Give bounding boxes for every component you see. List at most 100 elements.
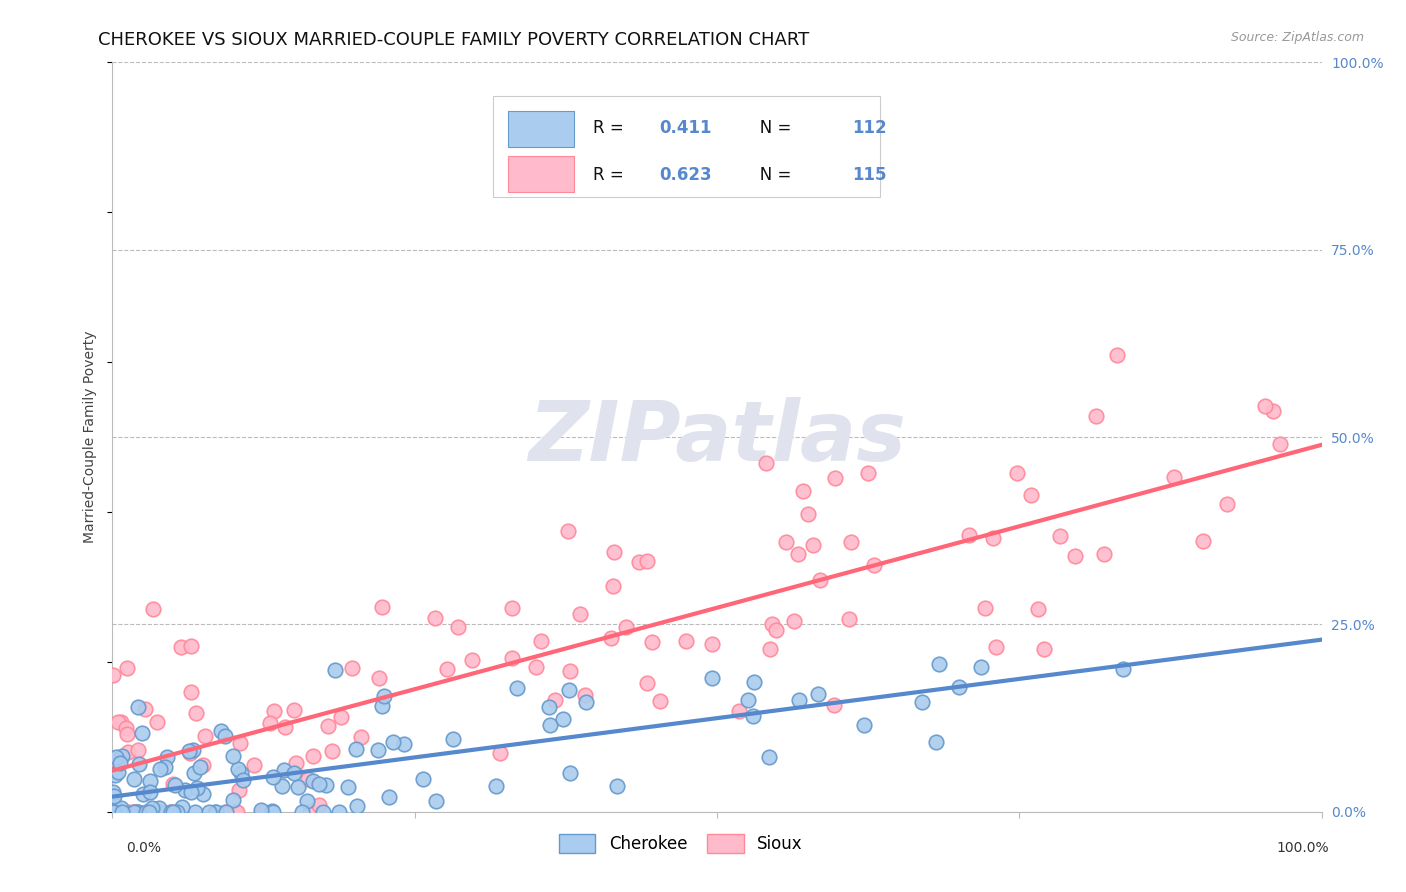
Point [285, 756, 308, 770]
Point [180, 639, 202, 653]
Point [838, 612, 860, 626]
Point [127, 742, 149, 756]
Text: 0.623: 0.623 [659, 166, 711, 184]
Point [323, 663, 346, 677]
Point [142, 602, 165, 616]
Point [538, 700, 561, 714]
Point [107, 765, 129, 780]
Point [274, 719, 297, 733]
Point [382, 735, 405, 749]
Point [259, 716, 281, 731]
Text: 115: 115 [852, 166, 887, 184]
Point [737, 693, 759, 707]
Point [378, 790, 401, 805]
Point [101, 805, 124, 819]
Y-axis label: Married-Couple Family Poverty: Married-Couple Family Poverty [83, 331, 97, 543]
Point [371, 599, 394, 614]
Point [786, 547, 808, 561]
Point [115, 661, 138, 675]
Point [104, 750, 127, 764]
Point [287, 780, 309, 795]
Point [557, 524, 579, 538]
Point [373, 689, 395, 703]
Point [250, 803, 273, 817]
Point [134, 701, 156, 715]
Point [957, 528, 980, 542]
Point [166, 805, 188, 819]
Point [636, 554, 658, 568]
Point [214, 729, 236, 743]
Point [371, 699, 394, 714]
Point [441, 732, 464, 747]
Point [191, 758, 214, 772]
Point [297, 772, 319, 787]
Point [103, 805, 125, 819]
Point [226, 763, 249, 777]
Point [184, 805, 207, 819]
Point [1005, 466, 1028, 480]
Text: CHEROKEE VS SIOUX MARRIED-COUPLE FAMILY POVERTY CORRELATION CHART: CHEROKEE VS SIOUX MARRIED-COUPLE FAMILY … [98, 31, 810, 49]
Point [606, 779, 628, 793]
Point [783, 614, 806, 628]
Text: N =: N = [744, 166, 796, 184]
Point [316, 719, 339, 733]
Point [229, 765, 252, 780]
Point [131, 726, 153, 740]
Point [489, 746, 512, 760]
Point [1263, 403, 1285, 417]
Point [170, 799, 193, 814]
Point [558, 664, 581, 678]
Point [340, 661, 363, 675]
Text: Source: ZipAtlas.com: Source: ZipAtlas.com [1230, 31, 1364, 45]
Point [308, 798, 330, 813]
Point [1021, 488, 1043, 502]
Point [628, 555, 651, 569]
Point [641, 635, 664, 649]
Point [312, 805, 335, 819]
Point [110, 714, 132, 729]
Point [308, 777, 330, 791]
Point [1163, 470, 1185, 484]
Point [148, 800, 170, 814]
Point [863, 558, 886, 573]
Point [186, 780, 208, 795]
Point [162, 805, 184, 819]
Point [1033, 642, 1056, 657]
Point [111, 805, 134, 819]
Point [156, 750, 179, 764]
Text: 112: 112 [852, 119, 887, 136]
Point [1254, 399, 1277, 413]
Point [188, 760, 211, 774]
Point [101, 785, 124, 799]
Text: 100.0%: 100.0% [1277, 841, 1329, 855]
Point [614, 620, 637, 634]
Point [165, 778, 187, 792]
Point [107, 715, 129, 730]
Point [328, 805, 350, 819]
Point [948, 680, 970, 694]
Point [173, 783, 195, 797]
Point [232, 773, 254, 788]
Point [346, 798, 368, 813]
Legend: Cherokee, Sioux: Cherokee, Sioux [553, 827, 810, 860]
Point [101, 667, 124, 681]
Point [321, 744, 343, 758]
Point [242, 758, 264, 772]
Point [758, 750, 780, 764]
Point [115, 722, 138, 736]
Point [145, 715, 167, 730]
Text: 0.411: 0.411 [659, 119, 711, 136]
Point [700, 671, 723, 685]
Point [191, 787, 214, 801]
Point [350, 730, 373, 744]
Point [103, 805, 125, 819]
Point [103, 797, 125, 812]
Point [108, 756, 131, 770]
Point [367, 742, 389, 756]
Point [262, 805, 284, 819]
Point [648, 694, 671, 708]
Point [262, 804, 284, 818]
Point [101, 805, 124, 819]
Point [107, 805, 129, 819]
Point [558, 682, 581, 697]
